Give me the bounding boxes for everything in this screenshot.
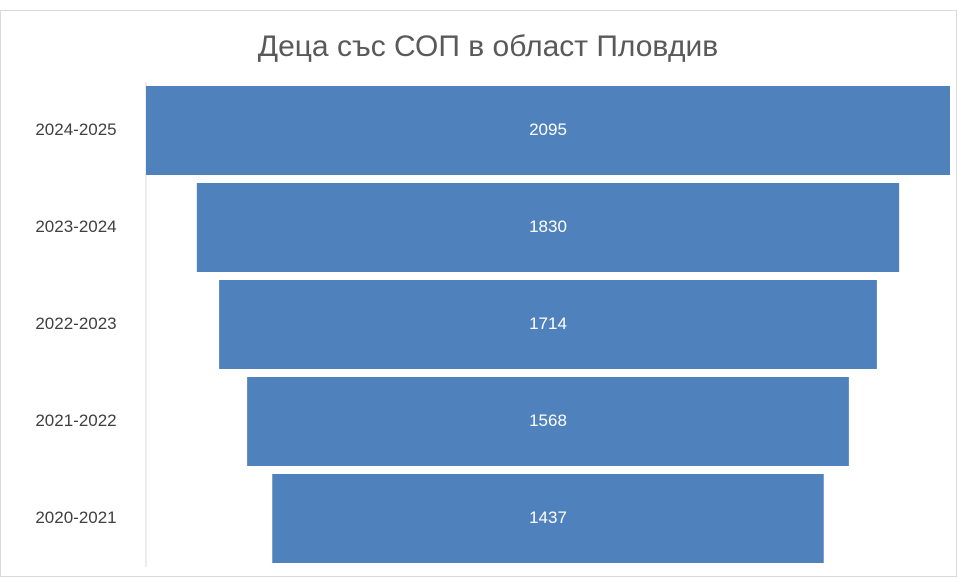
funnel-bar bbox=[219, 280, 877, 369]
data-label: 2095 bbox=[529, 120, 567, 139]
data-label: 1830 bbox=[529, 217, 567, 236]
funnel-bar bbox=[196, 183, 900, 272]
data-label: 1714 bbox=[529, 314, 567, 333]
data-label: 1437 bbox=[529, 508, 567, 527]
category-label: 2020-2021 bbox=[35, 508, 116, 527]
funnel-bar bbox=[247, 377, 849, 466]
category-label: 2021-2022 bbox=[35, 411, 116, 430]
category-label: 2022-2023 bbox=[35, 314, 116, 333]
data-label: 1568 bbox=[529, 411, 567, 430]
category-label: 2024-2025 bbox=[35, 120, 116, 139]
funnel-bar bbox=[146, 86, 950, 175]
category-label: 2023-2024 bbox=[35, 217, 116, 236]
chart-title: Деца със СОП в област Пловдив bbox=[258, 30, 718, 63]
funnel-bar bbox=[272, 474, 824, 563]
